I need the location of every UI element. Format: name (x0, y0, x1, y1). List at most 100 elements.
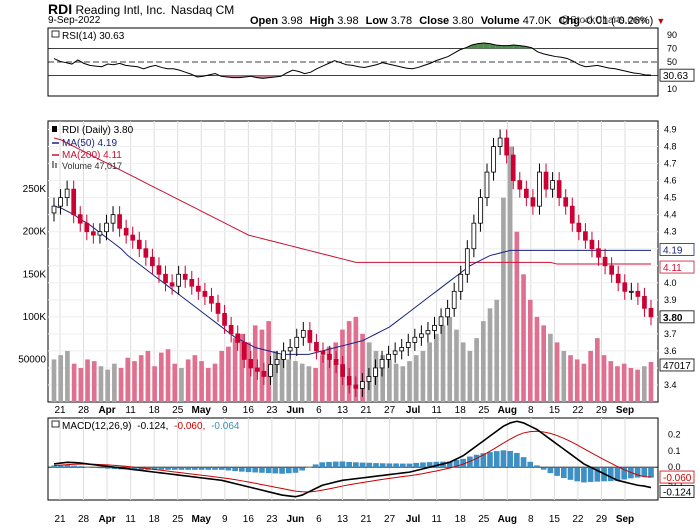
macd-histogram-bar (487, 452, 493, 468)
volume-bars (51, 146, 654, 402)
macd-legend-signal-value: -0.060, (174, 421, 205, 432)
macd-histogram-bar (393, 463, 399, 468)
macd-x-tick: 16 (243, 514, 255, 525)
macd-legend-name: MACD(12,26,9) (62, 421, 131, 432)
macd-histogram-bar (500, 450, 507, 468)
candle-body (117, 214, 122, 229)
macd-x-tick: 25 (172, 514, 184, 525)
macd-histogram-bar (165, 467, 171, 470)
candle-body (419, 333, 424, 338)
candle-body (130, 234, 136, 241)
macd-histogram-bar (78, 466, 84, 468)
candlesticks (51, 129, 654, 397)
volume-label: Volume (480, 15, 520, 27)
volume-value: 47.0K (522, 15, 552, 27)
macd-histogram-bar (473, 454, 480, 468)
volume-y-tick: 250K (23, 184, 47, 195)
candle-body (215, 302, 221, 314)
candle-body (504, 137, 510, 156)
candle-body (609, 265, 614, 275)
macd-histogram-bar (614, 467, 621, 481)
volume-bar (159, 352, 164, 402)
macd-histogram-bar (332, 461, 339, 468)
candle-body (583, 231, 588, 241)
macd-histogram-bar (641, 467, 648, 477)
volume-bar (507, 146, 513, 402)
rsi-line (53, 42, 652, 79)
volume-bar (58, 355, 64, 402)
price-x-tick: 13 (337, 405, 349, 416)
change-label: Chg (558, 15, 580, 27)
macd-histogram-bar (581, 467, 587, 483)
volume-bar (279, 355, 285, 402)
exchange-name: Nasdaq CM (170, 3, 235, 17)
candle-body (261, 370, 267, 377)
volume-bar (125, 357, 131, 402)
price-y-tick: 4.7 (664, 159, 677, 169)
macd-histogram-bar (366, 462, 373, 468)
rsi-last-tag: 30.63 (663, 71, 688, 82)
price-x-tick: 21 (54, 405, 66, 416)
macd-y-tick: -0.1 (668, 479, 684, 489)
macd-histogram-bar (51, 465, 57, 468)
macd-x-tick: May (192, 514, 212, 525)
macd-histogram-bar (554, 467, 560, 476)
rsi-y-tick: 90 (667, 30, 677, 40)
volume-bar (165, 349, 171, 402)
macd-histogram-bar (279, 467, 285, 474)
candle-body (464, 248, 470, 275)
price-x-tick: 28 (78, 405, 90, 416)
price-y-tick: 3.9 (664, 295, 677, 305)
macd-histogram-bar (198, 467, 205, 470)
macd-x-tick: 21 (54, 514, 66, 525)
macd-panel (47, 417, 659, 501)
macd-x-tick: Apr (98, 514, 115, 525)
candle-body (268, 364, 273, 377)
candle-body (576, 222, 582, 233)
candle-body (156, 265, 162, 275)
macd-histogram-bar (84, 467, 91, 468)
volume-bar (273, 350, 278, 402)
macd-histogram-bar (192, 467, 198, 470)
macd-x-tick: 9 (222, 514, 228, 525)
candle-body (241, 341, 247, 360)
volume-bar (548, 333, 553, 402)
volume-legend-swatch (52, 161, 54, 168)
rsi-legend-label: RSI(14) 30.63 (62, 31, 125, 42)
candle-body (556, 180, 562, 199)
macd-histogram-bar (420, 462, 426, 468)
macd-histogram-bar (547, 467, 554, 474)
macd-histogram-bar (346, 461, 352, 468)
volume-bar (621, 363, 627, 402)
volume-bar (527, 299, 533, 402)
macd-y-tick: 0.1 (668, 446, 681, 456)
candle-body (123, 227, 129, 236)
volume-bar (467, 350, 473, 402)
high-label: High (309, 15, 335, 27)
volume-bar (145, 350, 151, 402)
volume-bar (635, 369, 640, 402)
candle-body (71, 188, 77, 216)
company-name: Reading Intl, Inc. (75, 3, 166, 17)
candle-body (628, 290, 634, 293)
macd-histogram-bar (353, 462, 359, 468)
volume-bar (219, 350, 225, 402)
volume-bar (306, 366, 312, 402)
candle-body (150, 256, 155, 267)
volume-bar (427, 342, 432, 402)
volume-bar (185, 359, 191, 402)
candle-body (491, 146, 496, 173)
candle-body (346, 376, 352, 386)
volume-bar (648, 361, 654, 402)
price-y-tick: 4.6 (664, 176, 677, 186)
candle-body (287, 347, 293, 352)
price-x-tick: Aug (498, 405, 517, 416)
volume-bar (71, 363, 77, 402)
price-y-tick: 4.0 (664, 278, 677, 288)
volume-bar (98, 366, 104, 402)
candle-body (189, 278, 195, 287)
macd-histogram-bar (252, 467, 259, 473)
close-value: 3.80 (452, 15, 474, 27)
candle-body (97, 231, 103, 236)
